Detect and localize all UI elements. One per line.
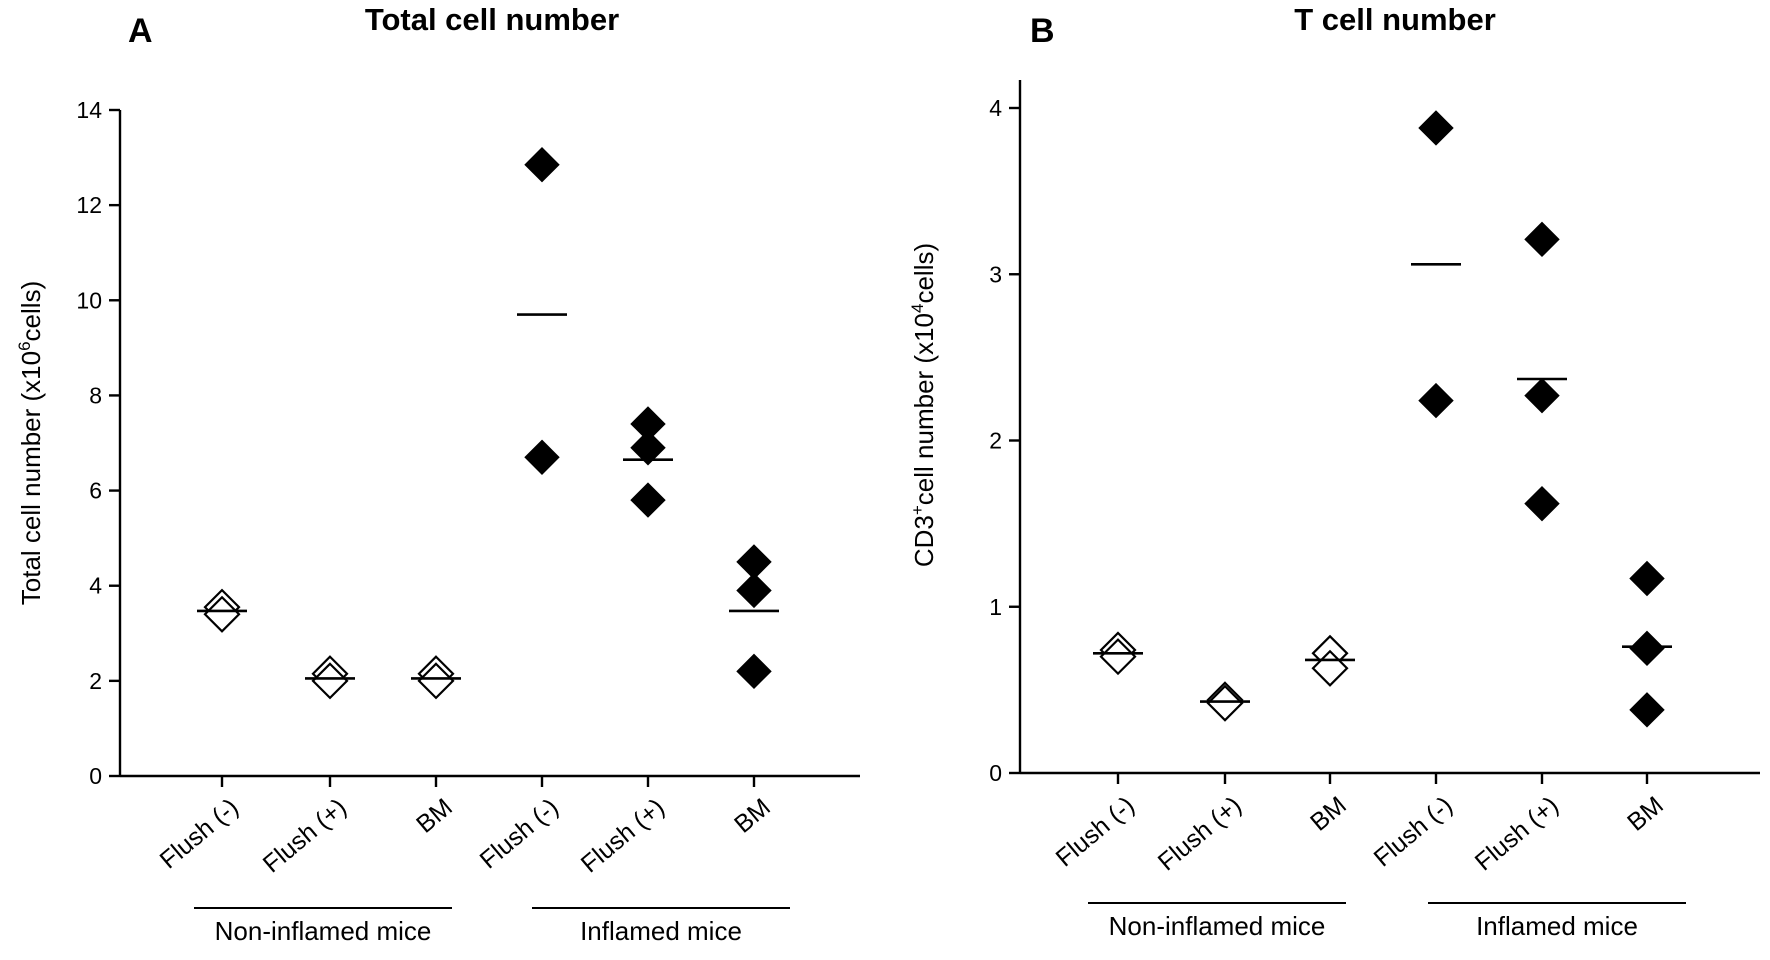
panel-b-data-point <box>1629 630 1665 667</box>
panel-a-y-tick-label: 0 <box>89 763 102 789</box>
panel-a-chart: A Total cell number Total cell number (x… <box>15 2 860 946</box>
panel-b-data-point <box>1524 221 1560 258</box>
panel-b-y-tick-label: 2 <box>989 428 1002 454</box>
panel-a-category-label: BM <box>411 793 458 839</box>
panel-b-y-tick-label: 0 <box>989 760 1002 786</box>
panel-a-y-tick-label: 8 <box>89 382 102 408</box>
panel-a-y-axis-label: Total cell number (x106cells) <box>15 281 46 605</box>
panel-a-y-tick-label: 6 <box>89 478 102 504</box>
panel-a-data-point <box>630 430 666 466</box>
panel-a-category-label: Flush (+) <box>576 793 670 878</box>
panel-a-category-label: Flush (-) <box>155 793 244 874</box>
panel-a-group-label: Non-inflamed mice <box>215 916 432 946</box>
panel-b-category-label: BM <box>1305 791 1352 837</box>
panel-b-group-label: Non-inflamed mice <box>1109 911 1326 941</box>
panel-b-data-point <box>1629 560 1665 597</box>
panel-b-category-label: Flush (+) <box>1470 791 1564 876</box>
panel-a-group-label: Inflamed mice <box>580 916 742 946</box>
panel-b-chart: B T cell number CD3+cell number (x104cel… <box>908 2 1760 941</box>
panel-b-data-point <box>1418 110 1454 146</box>
panel-a-letter: A <box>128 12 153 50</box>
panel-a-data-point <box>630 482 666 518</box>
panel-b-category-label: Flush (-) <box>1051 791 1140 872</box>
panel-b-y-tick-label: 4 <box>989 95 1002 121</box>
panel-a-y-tick-label: 4 <box>89 573 102 599</box>
panel-a-title: Total cell number <box>365 2 619 37</box>
panel-a-y-tick-label: 2 <box>89 668 102 694</box>
panel-b-y-tick-label: 1 <box>989 594 1002 620</box>
panel-a-y-tick-label: 10 <box>76 287 102 313</box>
panel-a-data-point <box>203 595 241 633</box>
panel-a-data-point <box>417 662 455 700</box>
panel-b-y-tick-label: 3 <box>989 261 1002 287</box>
panel-b-title: T cell number <box>1294 2 1496 37</box>
panel-a-y-tick-label: 12 <box>76 192 102 218</box>
panel-a-data-point <box>524 439 560 475</box>
panel-b-data-point <box>1418 382 1454 419</box>
panel-a-category-label: Flush (-) <box>475 793 564 874</box>
panel-b-letter: B <box>1030 12 1055 50</box>
panel-b-data-point <box>1206 684 1244 722</box>
panel-a-data-point <box>736 572 772 609</box>
panel-b-data-point <box>1099 638 1137 676</box>
panel-b-category-label: Flush (+) <box>1153 791 1247 876</box>
panel-a-y-tick-label: 14 <box>76 97 102 123</box>
panel-a-data-point <box>524 147 560 183</box>
panel-b-group-label: Inflamed mice <box>1476 911 1638 941</box>
panel-b-data-point <box>1629 692 1665 728</box>
panel-b-data-point <box>1524 377 1560 414</box>
panel-b-category-label: BM <box>1622 791 1669 837</box>
panel-b-y-axis-label: CD3+cell number (x104cells) <box>908 243 939 567</box>
panel-a-category-label: BM <box>729 793 776 839</box>
panel-a-data-point <box>736 653 772 690</box>
panel-b-category-label: Flush (-) <box>1369 791 1458 872</box>
panel-a-data-point <box>311 662 349 700</box>
panel-a-category-label: Flush (+) <box>258 793 352 878</box>
panel-b-data-point <box>1524 485 1560 522</box>
